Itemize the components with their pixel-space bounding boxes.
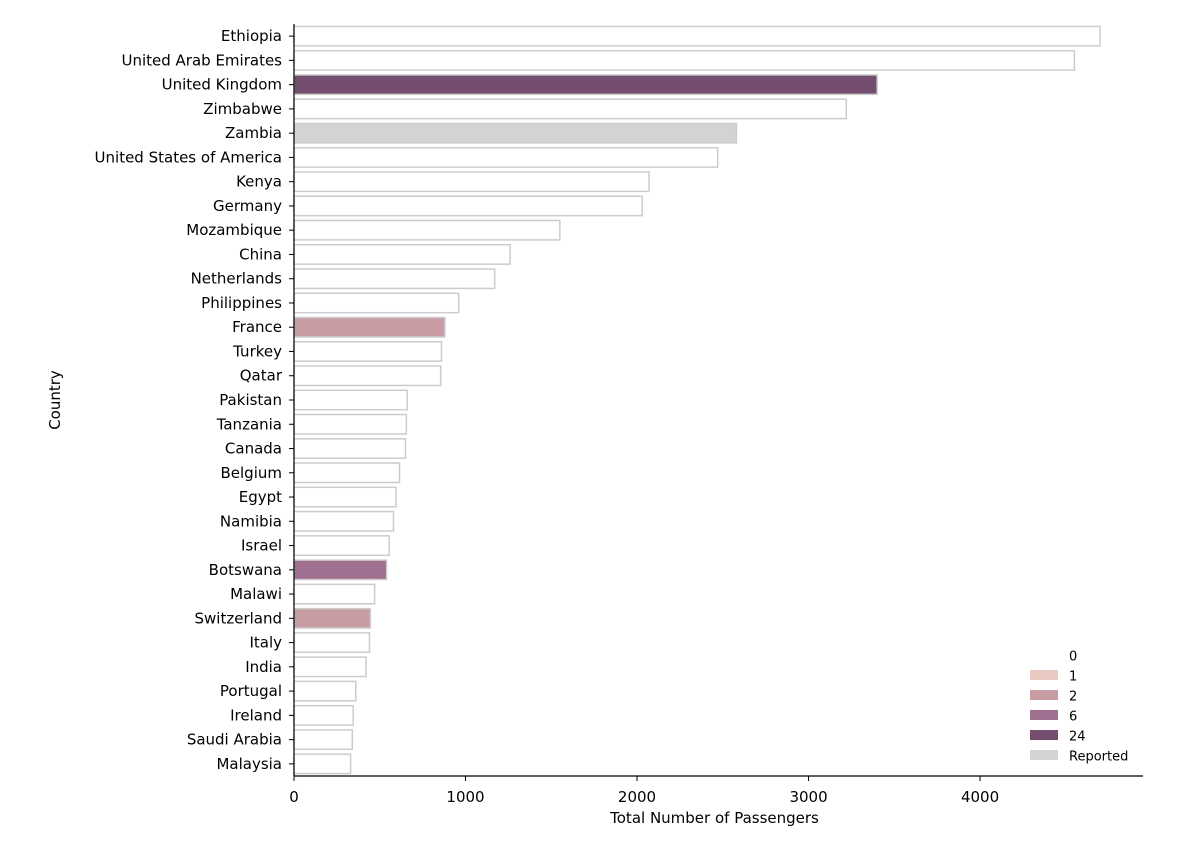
bar-canada (293, 438, 407, 459)
bar-united-arab-emirates (293, 49, 1076, 71)
y-tick-label: Ireland (230, 706, 282, 724)
x-axis-ticks: 0 1000 2000 3000 4000 (289, 776, 999, 806)
bar-namibia (293, 510, 395, 532)
bar-malawi (293, 583, 376, 605)
x-tick-label: 0 (289, 788, 299, 806)
y-tick-label: Portugal (220, 682, 282, 700)
legend-swatch (1030, 710, 1058, 720)
legend-label: 6 (1069, 710, 1077, 725)
legend-label: 1 (1069, 670, 1077, 685)
y-tick-label: Namibia (220, 512, 282, 530)
bar-united-states-of-america (293, 146, 719, 168)
legend-label: 24 (1069, 730, 1086, 745)
x-tick-label: 2000 (618, 788, 656, 806)
bar-malaysia (293, 753, 352, 775)
y-tick-label: Netherlands (191, 270, 283, 288)
legend-swatch (1030, 670, 1058, 680)
y-tick-label: Ethiopia (221, 27, 282, 45)
legend-swatch (1030, 730, 1058, 740)
bar-saudi-arabia (293, 729, 354, 751)
bar-zambia (293, 122, 738, 144)
legend-label: Reported (1069, 750, 1128, 765)
y-axis-ticks: Ethiopia United Arab Emirates United Kingd… (95, 27, 294, 773)
y-tick-label: United Arab Emirates (121, 51, 282, 69)
bar-china (293, 243, 511, 265)
y-tick-label: Malawi (230, 585, 282, 603)
bar-italy (293, 632, 371, 654)
bar-ethiopia (293, 25, 1101, 47)
legend-swatch (1030, 750, 1058, 760)
y-tick-label: Mozambique (186, 221, 282, 239)
y-tick-label: Qatar (240, 367, 283, 385)
bar-netherlands (293, 268, 496, 290)
bar-philippines (293, 292, 460, 314)
y-tick-label: Canada (225, 440, 282, 458)
y-tick-label: Turkey (232, 342, 282, 360)
bar-united-kingdom (293, 74, 878, 96)
y-tick-label: Saudi Arabia (187, 731, 282, 749)
y-tick-label: France (232, 318, 282, 336)
bar-germany (293, 195, 643, 217)
bar-botswana (293, 559, 388, 581)
y-tick-label: Tanzania (216, 415, 282, 433)
y-tick-label: China (239, 245, 282, 263)
y-tick-label: United Kingdom (162, 76, 282, 94)
y-tick-label: Belgium (221, 464, 283, 482)
bar-portugal (293, 680, 357, 702)
x-axis-title: Total Number of Passengers (609, 809, 819, 827)
bars-group (293, 25, 1101, 775)
bar-belgium (293, 462, 401, 484)
y-tick-label: Pakistan (219, 391, 282, 409)
y-tick-label: Israel (241, 537, 282, 555)
legend-swatch (1030, 690, 1058, 700)
y-tick-label: Egypt (239, 488, 282, 506)
x-tick-label: 4000 (961, 788, 999, 806)
y-tick-label: Germany (213, 197, 282, 215)
x-tick-label: 1000 (446, 788, 484, 806)
y-tick-label: Kenya (236, 173, 282, 191)
legend: 0 1 2 6 24 Reported (1030, 650, 1128, 765)
bar-egypt (293, 486, 397, 508)
legend-label: 0 (1069, 650, 1077, 665)
bar-switzerland (293, 607, 372, 629)
y-tick-label: Botswana (209, 561, 282, 579)
bar-qatar (293, 365, 442, 387)
x-tick-label: 3000 (789, 788, 827, 806)
y-tick-label: United States of America (95, 148, 282, 166)
bar-israel (293, 535, 390, 557)
bar-india (293, 656, 367, 678)
y-tick-label: Italy (249, 634, 282, 652)
bar-ireland (293, 704, 354, 726)
bar-zimbabwe (293, 98, 848, 120)
y-tick-label: India (245, 658, 282, 676)
y-tick-label: Zimbabwe (203, 100, 282, 118)
y-tick-label: Zambia (225, 124, 282, 142)
y-tick-label: Philippines (201, 294, 282, 312)
legend-label: 2 (1069, 690, 1077, 705)
bar-pakistan (293, 389, 408, 411)
legend-swatch (1030, 650, 1058, 660)
bar-kenya (293, 171, 650, 193)
y-axis-title: Country (46, 370, 64, 430)
bar-france (293, 316, 446, 338)
bar-tanzania (293, 413, 408, 435)
y-tick-label: Malaysia (216, 755, 282, 773)
bar-turkey (293, 341, 443, 362)
y-tick-label: Switzerland (195, 609, 283, 627)
bar-mozambique (293, 219, 561, 241)
